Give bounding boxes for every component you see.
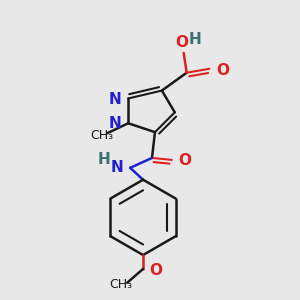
Text: N: N: [111, 160, 124, 175]
Text: O: O: [178, 153, 191, 168]
Text: O: O: [149, 263, 162, 278]
Text: H: H: [188, 32, 201, 46]
Text: N: N: [109, 92, 122, 107]
Text: CH₃: CH₃: [110, 278, 133, 291]
Text: H: H: [98, 152, 111, 167]
Text: O: O: [216, 63, 229, 78]
Text: CH₃: CH₃: [90, 129, 113, 142]
Text: N: N: [109, 116, 122, 131]
Text: O: O: [175, 34, 188, 50]
